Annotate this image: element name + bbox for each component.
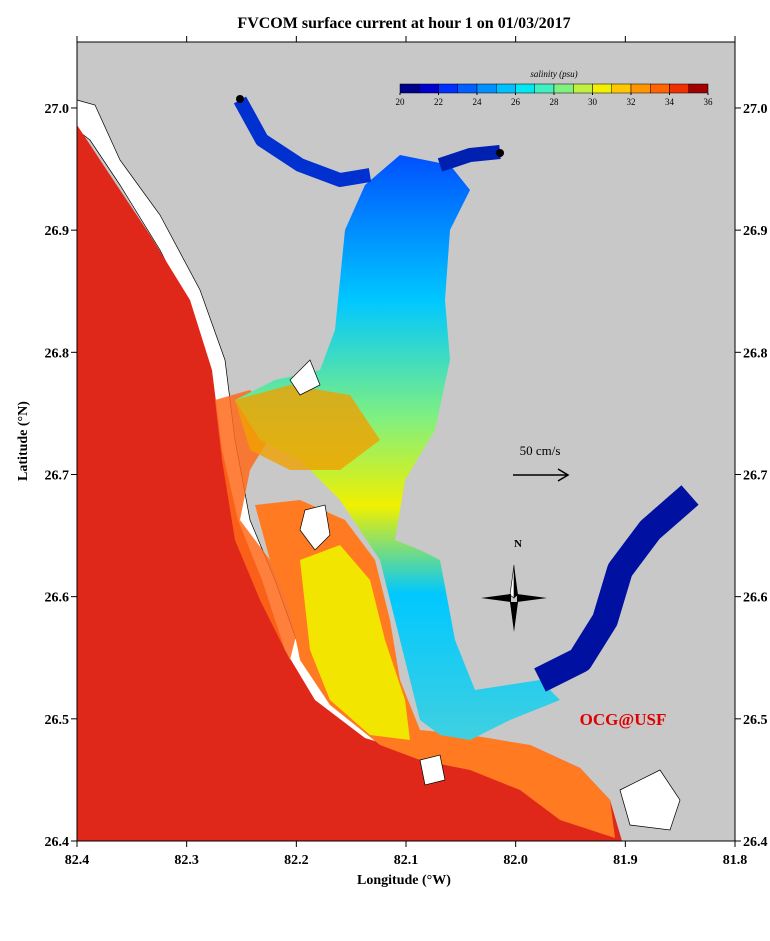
colorbar-swatch	[438, 83, 458, 94]
colorbar-tick-label: 34	[665, 97, 675, 107]
colorbar-tick-label: 24	[473, 97, 483, 107]
colorbar-swatch	[457, 83, 478, 94]
colorbar-swatch	[573, 83, 593, 94]
y-tick-label: 26.7	[45, 468, 70, 483]
colorbar-swatch	[688, 83, 709, 94]
compass-needle	[517, 594, 547, 602]
x-tick-label: 82.4	[65, 853, 90, 868]
y-tick-label: 27.0	[743, 102, 768, 117]
y-tick-label: 26.8	[45, 346, 70, 361]
y-tick-label: 26.8	[743, 346, 768, 361]
colorbar-tick-label: 30	[588, 97, 598, 107]
colorbar-swatch	[592, 83, 612, 94]
x-tick-label: 82.2	[284, 853, 309, 868]
colorbar-tick-label: 28	[550, 97, 560, 107]
compass-needle	[481, 594, 511, 602]
river-end	[236, 95, 244, 103]
colorbar-tick-label: 36	[704, 97, 714, 107]
y-tick-label: 27.0	[45, 102, 70, 117]
y-tick-label: 26.5	[743, 713, 768, 728]
scale-arrow-head	[557, 468, 570, 482]
y-tick-label: 26.4	[45, 835, 70, 850]
x-tick-label: 81.9	[613, 853, 638, 868]
scale-arrow-label: 50 cm/s	[520, 443, 561, 458]
colorbar-swatch	[534, 83, 555, 94]
colorbar-swatch	[515, 83, 535, 94]
peace-river	[233, 96, 372, 187]
harbor-mouth	[235, 385, 380, 470]
compass-needle	[509, 564, 515, 599]
colorbar-tick-label: 20	[396, 97, 406, 107]
colorbar-swatch	[650, 83, 670, 94]
gulf-water	[77, 125, 622, 841]
colorbar-swatch	[553, 83, 574, 94]
y-tick-label: 26.4	[743, 835, 768, 850]
colorbar-swatch	[669, 83, 689, 94]
compass: N	[481, 538, 547, 632]
colorbar-tick-label: 22	[434, 97, 443, 107]
chart-title: FVCOM surface current at hour 1 on 01/03…	[237, 15, 570, 32]
compass-label: N	[514, 538, 522, 550]
charlotte-harbor	[235, 155, 560, 740]
river-end	[496, 149, 504, 157]
myakka-river	[437, 145, 501, 172]
y-tick-label: 26.7	[743, 468, 768, 483]
x-tick-label: 81.8	[723, 853, 748, 868]
colorbar-swatch	[630, 83, 651, 94]
y-tick-label: 26.6	[743, 591, 768, 606]
colorbar-tick-label: 32	[627, 97, 636, 107]
x-tick-label: 82.1	[394, 853, 419, 868]
x-tick-label: 82.0	[503, 853, 528, 868]
colorbar-tick-label: 26	[511, 97, 521, 107]
x-tick-label: 82.3	[174, 853, 199, 868]
colorbar-swatch	[496, 83, 516, 94]
colorbar-label: salinity (psu)	[530, 69, 577, 79]
y-axis-label: Latitude (°N)	[16, 401, 31, 481]
y-tick-label: 26.9	[45, 224, 70, 239]
colorbar-swatch	[476, 83, 497, 94]
scale-arrow: 50 cm/s	[513, 443, 570, 482]
y-tick-label: 26.6	[45, 591, 70, 606]
colorbar-swatch	[399, 83, 420, 94]
colorbar-swatch	[611, 83, 632, 94]
map-area	[76, 42, 735, 841]
nearshore-water	[215, 390, 300, 660]
colorbar-swatch	[419, 83, 439, 94]
y-tick-label: 26.9	[743, 224, 768, 239]
credit: OCG@USF	[580, 710, 667, 729]
matlacha-pass	[300, 545, 410, 740]
caloosahatchee-river	[534, 485, 699, 692]
compass-needle	[514, 565, 518, 598]
compass-needle	[510, 602, 518, 632]
y-tick-label: 26.5	[45, 713, 70, 728]
islands	[289, 359, 681, 831]
x-axis-label: Longitude (°W)	[357, 873, 451, 888]
